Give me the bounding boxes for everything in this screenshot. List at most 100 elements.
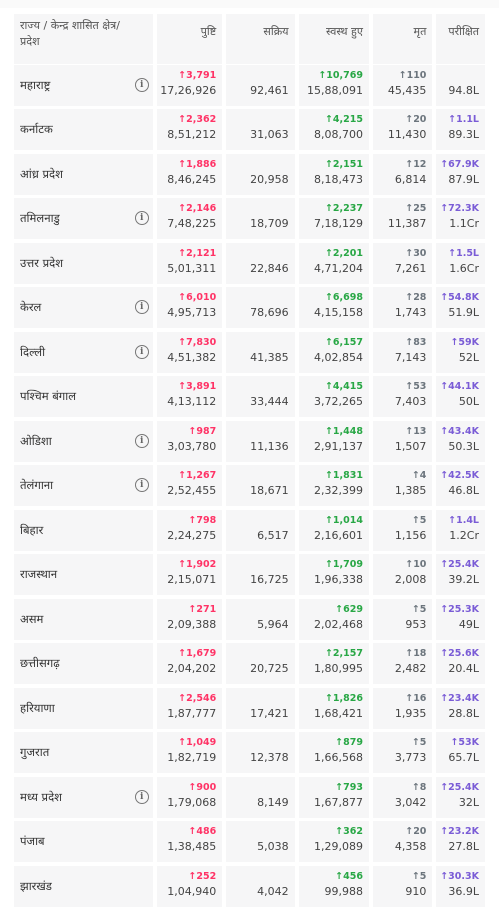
- state-cell[interactable]: असम: [14, 598, 153, 640]
- recovered-cell: ↑6,157 4,02,854: [298, 331, 369, 373]
- confirmed-value: 17,26,926: [160, 83, 217, 97]
- tested-delta: ↑67.9K: [440, 158, 479, 170]
- header-active[interactable]: सक्रिय: [226, 14, 295, 64]
- header-deceased[interactable]: मृत: [372, 14, 433, 64]
- state-name: ओडिशा: [20, 433, 52, 448]
- tested-cell: ↑25.4K 39.2L: [436, 554, 485, 595]
- deceased-delta: ↑12: [405, 158, 427, 170]
- deceased-value: 910: [405, 884, 427, 898]
- state-cell[interactable]: राजस्थान: [14, 554, 153, 595]
- header-state[interactable]: राज्य / केन्द्र शासित क्षेत्र/ प्रदेश: [14, 14, 153, 64]
- state-cell[interactable]: दिल्ली i: [14, 331, 153, 373]
- table-row[interactable]: झारखंड ↑252 1,04,940 4,042 ↑456 99,988 ↑5 910 ↑3…: [14, 865, 485, 910]
- state-cell[interactable]: मध्य प्रदेश i: [14, 776, 153, 818]
- table-row[interactable]: तेलंगाना i ↑1,267 2,52,455 18,671 ↑1,831 2,32,…: [14, 465, 485, 509]
- confirmed-value: 1,87,777: [167, 706, 217, 720]
- info-icon[interactable]: i: [134, 789, 149, 804]
- tested-cell: ↑25.3K 49L: [436, 598, 485, 640]
- recovered-delta: ↑362: [335, 826, 363, 837]
- state-cell[interactable]: ओडिशा i: [14, 420, 153, 462]
- recovered-value: 1,68,421: [313, 706, 363, 720]
- recovered-value: 2,32,399: [313, 484, 363, 497]
- deceased-cell: ↑5 3,773: [372, 732, 433, 773]
- info-icon[interactable]: i: [134, 77, 149, 92]
- tested-value: 65.7L: [448, 751, 479, 764]
- deceased-value: 1,507: [394, 439, 427, 453]
- info-icon[interactable]: i: [134, 478, 149, 492]
- active-cell: 5,038: [226, 821, 295, 862]
- state-cell[interactable]: कर्नाटक: [14, 109, 153, 150]
- table-row[interactable]: बिहार ↑798 2,24,275 6,517 ↑1,014 2,16,601 ↑5 1,…: [14, 509, 485, 554]
- recovered-delta: ↑6,157: [324, 336, 363, 348]
- state-cell[interactable]: हरियाणा: [14, 687, 153, 729]
- confirmed-cell: ↑6,010 4,95,713: [156, 287, 223, 328]
- header-tested[interactable]: परीक्षित: [436, 14, 485, 64]
- header-confirmed[interactable]: पुष्टि: [156, 14, 223, 64]
- state-name: महाराष्ट्र: [20, 77, 51, 92]
- table-row[interactable]: मध्य प्रदेश i ↑900 1,79,068 8,149 ↑793 1,67,87…: [14, 776, 485, 821]
- confirmed-value: 1,04,940: [167, 884, 217, 898]
- state-cell[interactable]: उत्तर प्रदेश: [14, 242, 153, 284]
- table-row[interactable]: उत्तर प्रदेश ↑2,121 5,01,311 22,846 ↑2,201 4,…: [14, 242, 485, 287]
- active-cell: 20,958: [226, 153, 295, 195]
- state-cell[interactable]: पश्चिम बंगाल: [14, 376, 153, 417]
- active-value: 6,517: [257, 528, 289, 542]
- info-icon[interactable]: i: [134, 300, 149, 314]
- active-cell: 78,696: [226, 287, 295, 328]
- table-row[interactable]: ओडिशा i ↑987 3,03,780 11,136 ↑1,448 2,91,137 ↑1…: [14, 420, 485, 465]
- state-cell[interactable]: झारखंड: [14, 865, 153, 907]
- recovered-value: 99,988: [324, 884, 363, 898]
- state-cell[interactable]: पंजाब: [14, 821, 153, 862]
- table-row[interactable]: असम ↑271 2,09,388 5,964 ↑629 2,02,468 ↑5 953 ↑25…: [14, 598, 485, 643]
- table-row[interactable]: केरल i ↑6,010 4,95,713 78,696 ↑6,698 4,15,158 ↑…: [14, 287, 485, 331]
- tested-cell: ↑67.9K 87.9L: [436, 153, 485, 195]
- header-recovered[interactable]: स्वस्थ हुए: [298, 14, 369, 64]
- recovered-cell: ↑2,157 1,80,995: [298, 643, 369, 684]
- info-icon[interactable]: i: [134, 211, 149, 225]
- table-row[interactable]: हरियाणा ↑2,546 1,87,777 17,421 ↑1,826 1,68,42…: [14, 687, 485, 732]
- tested-value: 1.6Cr: [449, 261, 479, 275]
- active-value: 78,696: [250, 306, 289, 319]
- table-row[interactable]: छत्तीसगढ़ ↑1,679 2,04,202 20,725 ↑2,157 1,80,…: [14, 643, 485, 687]
- state-cell[interactable]: बिहार: [14, 509, 153, 551]
- tested-delta: ↑25.4K: [440, 781, 479, 793]
- table-row[interactable]: दिल्ली i ↑7,830 4,51,382 41,385 ↑6,157 4,02,85…: [14, 331, 485, 376]
- table-row[interactable]: राजस्थान ↑1,902 2,15,071 16,725 ↑1,709 1,96,3…: [14, 554, 485, 598]
- state-cell[interactable]: छत्तीसगढ़: [14, 643, 153, 684]
- confirmed-cell: ↑3,791 17,26,926: [156, 64, 223, 106]
- deceased-cell: ↑20 11,430: [372, 109, 433, 150]
- state-name: दिल्ली: [20, 344, 46, 359]
- confirmed-value: 5,01,311: [167, 261, 217, 275]
- tested-cell: ↑23.4K 28.8L: [436, 687, 485, 729]
- info-icon[interactable]: i: [134, 344, 149, 359]
- state-cell[interactable]: तेलंगाना i: [14, 465, 153, 506]
- deceased-delta: ↑5: [411, 603, 427, 615]
- confirmed-delta: ↑2,121: [178, 247, 217, 259]
- recovered-delta: ↑1,014: [324, 514, 363, 526]
- state-cell[interactable]: गुजरात: [14, 732, 153, 773]
- state-cell[interactable]: केरल i: [14, 287, 153, 328]
- state-cell[interactable]: आंध्र प्रदेश: [14, 153, 153, 195]
- table-row[interactable]: कर्नाटक ↑2,362 8,51,212 31,063 ↑4,215 8,08,70…: [14, 109, 485, 153]
- tested-cell: ↑25.6K 20.4L: [436, 643, 485, 684]
- state-cell[interactable]: तमिलनाडु i: [14, 198, 153, 239]
- header-state-line1: राज्य / केन्द्र शासित क्षेत्र/: [20, 19, 120, 32]
- active-cell: 22,846: [226, 242, 295, 284]
- deceased-cell: ↑5 910: [372, 865, 433, 907]
- state-name: बिहार: [20, 522, 44, 537]
- confirmed-delta: ↑3,791: [178, 69, 217, 81]
- tested-cell: 94.8L: [436, 64, 485, 106]
- tested-delta: ↑53K: [450, 737, 479, 748]
- deceased-delta: ↑30: [405, 247, 427, 259]
- confirmed-cell: ↑1,049 1,82,719: [156, 732, 223, 773]
- info-icon[interactable]: i: [134, 433, 149, 448]
- table-row[interactable]: गुजरात ↑1,049 1,82,719 12,378 ↑879 1,66,568 ↑5…: [14, 732, 485, 776]
- table-row[interactable]: महाराष्ट्र i ↑3,791 17,26,926 92,461 ↑10,769 1…: [14, 64, 485, 109]
- table-row[interactable]: पश्चिम बंगाल ↑3,891 4,13,112 33,444 ↑4,415 3,…: [14, 376, 485, 420]
- table-row[interactable]: आंध्र प्रदेश ↑1,886 8,46,245 20,958 ↑2,151 8,…: [14, 153, 485, 198]
- state-name: पंजाब: [20, 834, 45, 848]
- table-row[interactable]: तमिलनाडु i ↑2,146 7,48,225 18,709 ↑2,237 7,18,…: [14, 198, 485, 242]
- state-cell[interactable]: महाराष्ट्र i: [14, 64, 153, 106]
- deceased-value: 953: [405, 617, 427, 631]
- table-row[interactable]: पंजाब ↑486 1,38,485 5,038 ↑362 1,29,089 ↑20 4,3…: [14, 821, 485, 865]
